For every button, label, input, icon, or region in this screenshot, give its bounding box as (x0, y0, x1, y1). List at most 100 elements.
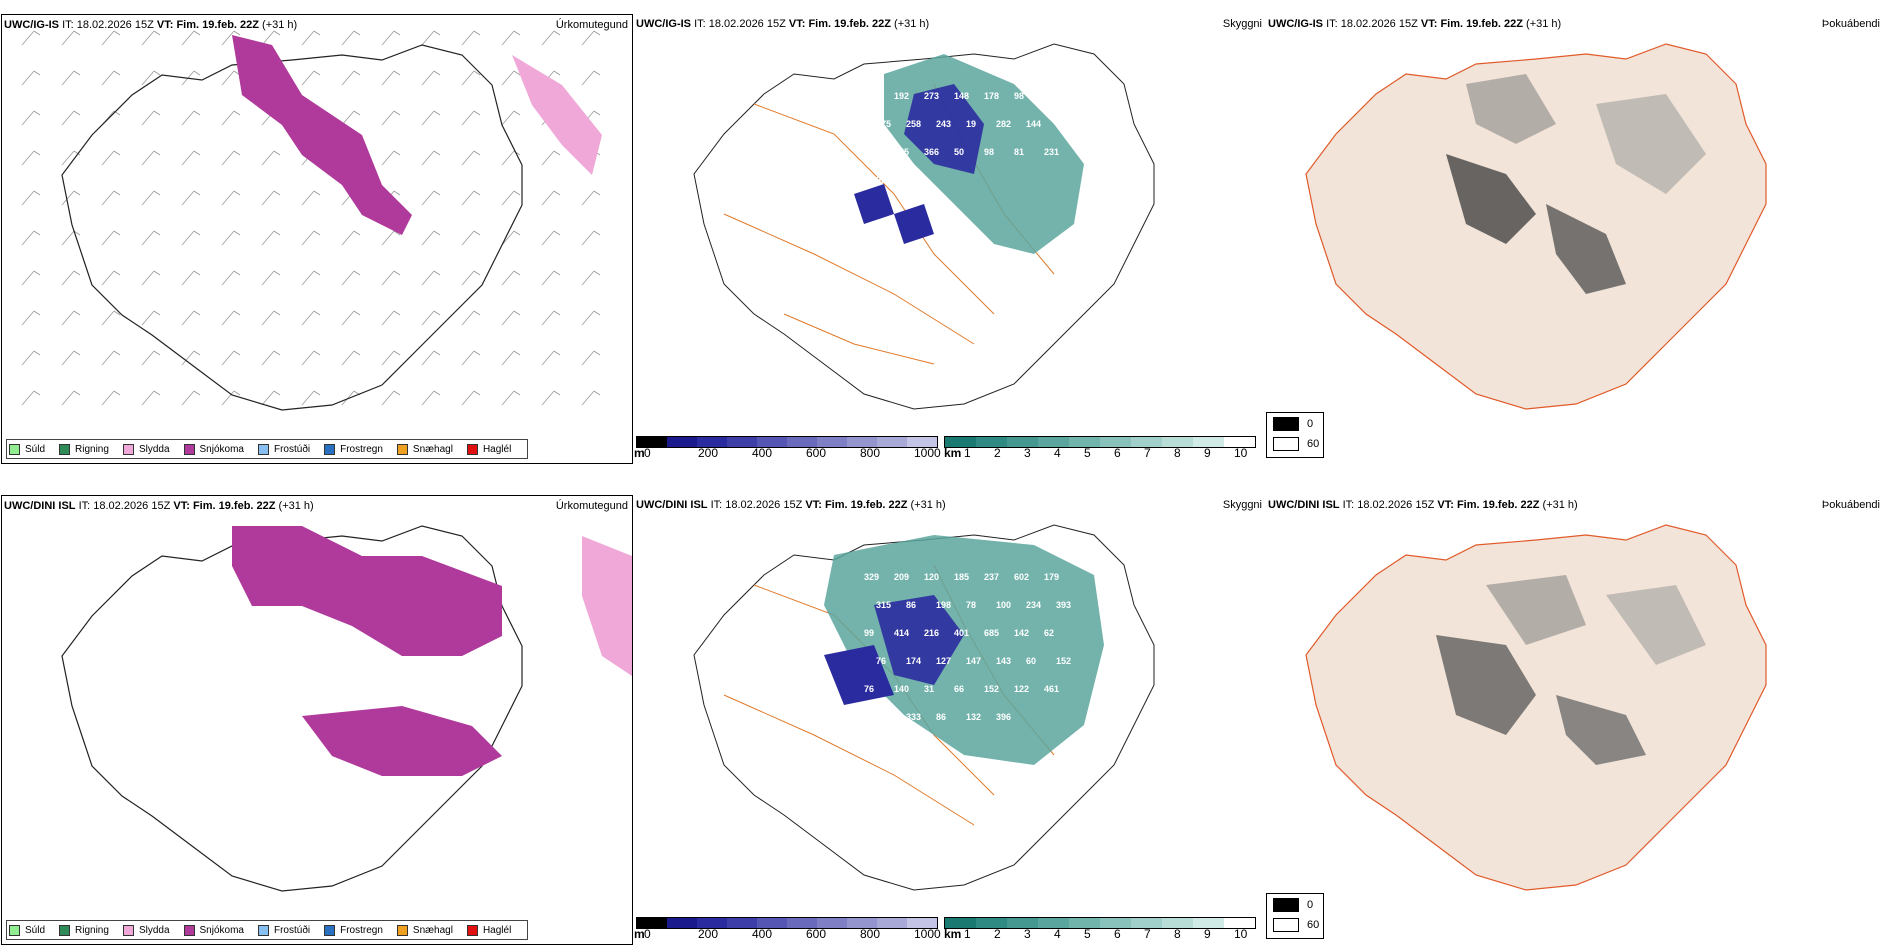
precip-map (61, 525, 632, 892)
cloud-base-value-label: 122 (1014, 684, 1029, 694)
legend-label: Snjókoma (199, 924, 244, 936)
legend-swatch (324, 924, 336, 936)
colorbar-tick: 9 (1204, 927, 1211, 941)
colorbar-tick: 5 (1084, 927, 1091, 941)
wind-barb-icon (421, 150, 441, 166)
colorbar-tick: 9 (1204, 446, 1211, 460)
colorbar-tick: 1000 (914, 927, 941, 941)
wind-barb-icon (221, 270, 241, 286)
cloud-base-value-label: 461 (1044, 684, 1059, 694)
wind-barb-icon (101, 70, 121, 86)
wind-barb-icon (261, 270, 281, 286)
colorbar-tick: 800 (860, 927, 881, 941)
colorbar-tick: 2 (994, 927, 1001, 941)
wind-barb-icon (261, 310, 281, 326)
cloud-base-value-label: 120 (924, 572, 939, 582)
cloud-base-value-label: 258 (906, 119, 921, 129)
colorbar-tick: 800 (860, 446, 881, 460)
cloud-base-value-label: 143 (996, 656, 1011, 666)
wind-barb-icon (141, 390, 161, 406)
panel-title: UWC/IG-IS IT: 18.02.2026 15Z VT: Fim. 19… (4, 19, 298, 31)
wind-barb-icon (181, 150, 201, 166)
legend-label: Snjókoma (199, 443, 244, 455)
wind-barb-icon (421, 350, 441, 366)
fog-legend: 0 60 (1266, 893, 1324, 939)
wind-barb-icon (221, 230, 241, 246)
precip-legend-item: Rigning (59, 924, 109, 936)
wind-barb-icon (181, 110, 201, 126)
wind-barb-icon (301, 30, 321, 46)
wind-barb-icon (221, 310, 241, 326)
wind-barb-icon (381, 230, 401, 246)
panel-type-label: Úrkomutegund (555, 19, 628, 31)
cloud-base-value-label: 99 (864, 628, 874, 638)
wind-barb-icon (501, 190, 521, 206)
wind-barb-icon (541, 310, 561, 326)
wind-barb-icon (341, 350, 361, 366)
cloud-base-panel-top: UWC/IG-IS IT: 18.02.2026 15Z VT: Fim. 19… (634, 14, 1266, 464)
wind-barb-icon (501, 70, 521, 86)
cloud-base-map: 329 209 120 185 237 602 179 315 86 198 78 100 234 393… (693, 524, 1155, 891)
wind-barb-icon (141, 350, 161, 366)
wind-barb-icon (381, 30, 401, 46)
panel-title: UWC/DINI ISL IT: 18.02.2026 15Z VT: Fim.… (1268, 499, 1578, 511)
colorbar-tick: 10 (1234, 446, 1248, 460)
wind-barb-icon (461, 270, 481, 286)
wind-barb-icon (501, 310, 521, 326)
precip-legend-item: Slydda (122, 924, 170, 936)
precip-legend-item: Súld (9, 443, 45, 455)
wind-barb-icon (101, 390, 121, 406)
legend-swatch (122, 443, 134, 455)
cloud-base-value-label: 375 (876, 119, 891, 129)
cloud-base-value-label: 192 (894, 91, 909, 101)
colorbar-tick: 6 (1114, 446, 1121, 460)
colorbar-segment (1100, 437, 1131, 447)
iceland-outline (61, 44, 523, 411)
wind-barb-icon (181, 230, 201, 246)
colorbar-segment (697, 437, 727, 447)
wind-barb-icon (381, 150, 401, 166)
cloud-base-value-label: 98 (984, 147, 994, 157)
wind-barb-icon (61, 230, 81, 246)
colorbar-tick: 0 (644, 927, 651, 941)
wind-barb-icon (581, 310, 601, 326)
cloud-base-value-label: 110 (1056, 119, 1071, 129)
precip-map (21, 30, 602, 411)
fog-index-map (1305, 43, 1767, 410)
wind-barb-icon (341, 230, 361, 246)
wind-barb-icon (461, 30, 481, 46)
legend-label: Frostregn (340, 924, 383, 936)
panel-type-label: Þokuábendi (1821, 18, 1880, 30)
cloud-base-value-label: 174 (906, 656, 921, 666)
wind-barb-icon (301, 270, 321, 286)
cloud-base-value-label: 366 (924, 147, 939, 157)
wind-barb-icon (61, 350, 81, 366)
precip-legend-item: Snæhagl (396, 443, 453, 455)
wind-barb-icon (181, 30, 201, 46)
wind-barb-icon (581, 190, 601, 206)
wind-barb-icon (221, 70, 241, 86)
wind-barb-icon (381, 310, 401, 326)
wind-barb-icon (61, 70, 81, 86)
colorbar-tick: 2 (994, 446, 1001, 460)
wind-barb-icon (381, 390, 401, 406)
cloud-base-value-label: 685 (984, 628, 999, 638)
cloud-base-value-label: 93 (906, 175, 916, 185)
cloud-base-value-label: 401 (954, 628, 969, 638)
legend-swatch (466, 924, 478, 936)
wind-barb-icon (301, 350, 321, 366)
wind-barb-icon (101, 230, 121, 246)
cloud-base-value-label: 602 (1014, 572, 1029, 582)
cloud-base-map: 142 192 273 148 178 98 59 375 258 243 19 282 144 110 1… (693, 43, 1155, 410)
wind-barb-icon (141, 110, 161, 126)
wind-barb-icon (141, 230, 161, 246)
cloud-base-value-label: 231 (1044, 147, 1059, 157)
colorbar-tick: 400 (752, 446, 773, 460)
precip-legend-item: Frostregn (324, 443, 383, 455)
wind-barb-icon (541, 230, 561, 246)
wind-barb-icon (181, 390, 201, 406)
precip-type-panel-top: UWC/IG-IS IT: 18.02.2026 15Z VT: Fim. 19… (1, 14, 633, 464)
wind-barb-icon (341, 310, 361, 326)
legend-swatch (183, 443, 195, 455)
cloud-base-value-label: 282 (996, 119, 1011, 129)
